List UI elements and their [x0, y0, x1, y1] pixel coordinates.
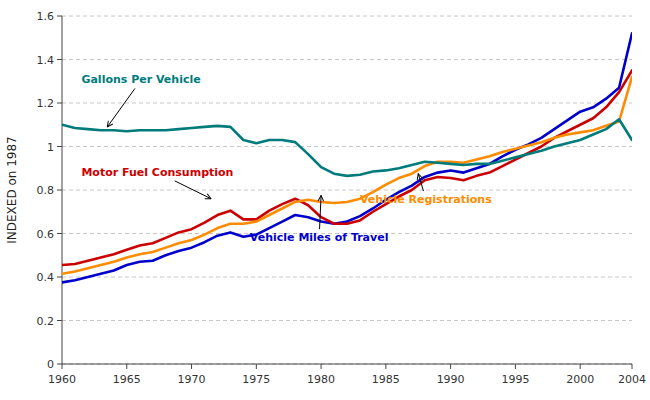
x-tick: [515, 364, 516, 369]
grid-line: [62, 320, 632, 321]
y-tick-label: 1.6: [37, 10, 55, 23]
y-tick: [57, 233, 62, 234]
annotation-arrow: [175, 181, 211, 199]
y-tick: [57, 59, 62, 60]
series-line: [62, 33, 632, 282]
chart: 0 0.2 0.4 0.6 0.8 1 1.2 1.4 1.6 1960 1965 1970 1975 1…: [0, 0, 650, 400]
x-tick-label: 2000: [566, 373, 594, 386]
y-tick: [57, 146, 62, 147]
x-axis: [62, 364, 632, 365]
grid-line: [62, 103, 632, 104]
grid-line: [62, 364, 632, 365]
plot-area: [62, 33, 632, 282]
y-tick-label: 0: [47, 358, 54, 371]
y-axis-label: INDEXED on 1987: [5, 136, 19, 244]
x-tick-label: 1960: [48, 373, 76, 386]
x-tick: [580, 364, 581, 369]
x-tick: [126, 364, 127, 369]
annotation: Gallons Per Vehicle: [81, 73, 200, 86]
x-tick: [632, 364, 633, 369]
annotation: Vehicle Registrations: [360, 193, 492, 206]
series-line: [62, 70, 632, 265]
y-tick: [57, 16, 62, 17]
x-tick: [62, 364, 63, 369]
y-tick: [57, 364, 62, 365]
grid-line: [62, 277, 632, 278]
x-tick: [191, 364, 192, 369]
x-tick-label: 1980: [307, 373, 335, 386]
y-tick-label: 0.2: [37, 315, 55, 328]
y-tick-label: 1.2: [37, 97, 55, 110]
x-tick: [321, 364, 322, 369]
y-tick: [57, 277, 62, 278]
y-tick-label: 1: [47, 141, 54, 154]
grid-line: [62, 16, 632, 17]
x-tick-label: 1975: [242, 373, 270, 386]
annotation: Motor Fuel Consumption: [81, 166, 233, 179]
y-tick: [57, 103, 62, 104]
y-axis: [62, 16, 63, 364]
annotation-arrow: [107, 88, 135, 127]
y-tick: [57, 320, 62, 321]
x-tick-label: 1970: [178, 373, 206, 386]
series-line: [62, 77, 632, 274]
y-tick-label: 0.4: [37, 271, 55, 284]
grid-line: [62, 59, 632, 60]
y-tick: [57, 190, 62, 191]
annotation-arrow: [320, 195, 322, 229]
x-tick-label: 1990: [437, 373, 465, 386]
x-tick-label: 1995: [501, 373, 529, 386]
y-tick-label: 0.6: [37, 228, 55, 241]
x-tick: [450, 364, 451, 369]
x-tick: [385, 364, 386, 369]
annotation-arrow: [418, 174, 423, 191]
grid-line: [62, 190, 632, 191]
x-tick-label: 1985: [372, 373, 400, 386]
x-tick-label: 2004: [618, 373, 646, 386]
x-tick: [256, 364, 257, 369]
y-tick-label: 1.4: [37, 54, 55, 67]
grid-line: [62, 146, 632, 147]
annotation: Vehicle Miles of Travel: [250, 231, 389, 244]
x-tick-label: 1965: [113, 373, 141, 386]
y-tick-label: 0.8: [37, 184, 55, 197]
